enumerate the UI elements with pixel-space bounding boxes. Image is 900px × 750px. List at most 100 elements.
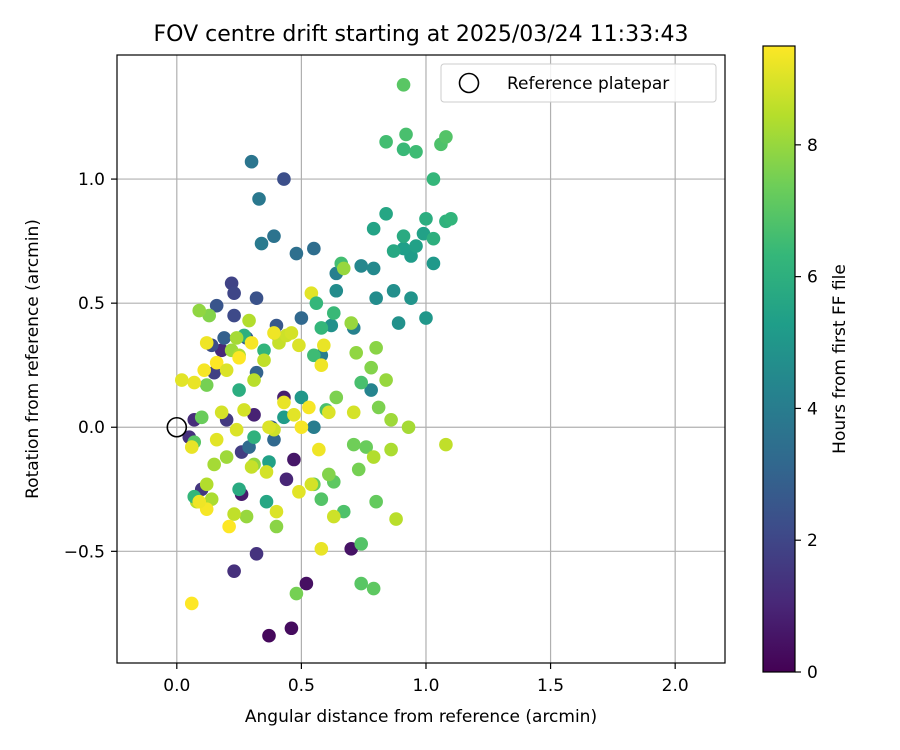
data-point — [267, 229, 281, 243]
data-point — [389, 512, 403, 526]
colorbar-tick-label: 4 — [807, 399, 818, 419]
data-point — [232, 482, 246, 497]
data-point — [187, 375, 202, 390]
data-point — [326, 509, 341, 524]
data-point — [444, 211, 458, 226]
x-tick-label: 0.0 — [163, 676, 190, 696]
colorbar-tick-label: 2 — [807, 531, 818, 551]
data-point — [369, 291, 383, 306]
data-point — [314, 492, 329, 507]
data-point — [294, 420, 309, 435]
data-point — [277, 395, 291, 410]
data-point — [184, 440, 199, 454]
data-point — [371, 400, 386, 415]
data-point — [349, 345, 364, 360]
data-point — [419, 311, 433, 325]
data-point — [386, 244, 401, 258]
data-point — [354, 259, 368, 273]
data-point — [259, 494, 274, 509]
colorbar-gradient — [763, 46, 795, 672]
data-point — [227, 507, 241, 521]
data-point — [317, 338, 331, 353]
data-point — [404, 291, 418, 306]
data-point — [289, 586, 304, 601]
data-point — [209, 432, 224, 447]
data-point — [199, 477, 214, 492]
data-point — [322, 467, 336, 482]
data-point — [257, 353, 271, 368]
data-point — [426, 172, 441, 186]
colorbar-ticks: 0 2 4 6 8 — [795, 136, 818, 683]
data-point — [269, 504, 284, 519]
data-point — [409, 144, 423, 159]
data-point — [384, 413, 398, 427]
data-point — [267, 432, 281, 447]
data-point — [329, 283, 344, 298]
chart-title: FOV centre drift starting at 2025/03/24 … — [154, 22, 689, 47]
data-point — [207, 457, 221, 472]
data-point — [396, 229, 411, 243]
data-point — [249, 547, 264, 561]
legend: Reference platepar — [440, 63, 717, 103]
data-point — [369, 341, 383, 355]
y-axis-label: Rotation from reference (arcmin) — [23, 219, 43, 499]
data-point — [294, 311, 309, 325]
data-point — [292, 338, 306, 353]
data-point — [242, 313, 256, 328]
y-tick-label: −0.5 — [64, 542, 105, 562]
data-point — [194, 410, 209, 425]
data-point — [217, 331, 231, 345]
data-point — [409, 239, 423, 253]
data-point — [314, 542, 329, 556]
data-point — [336, 261, 351, 276]
data-point — [192, 494, 207, 509]
data-point — [346, 437, 361, 452]
data-point — [379, 207, 393, 221]
data-point — [244, 154, 259, 169]
data-point — [239, 509, 254, 524]
legend-label: Reference platepar — [507, 74, 669, 94]
data-point — [262, 628, 276, 643]
data-point — [396, 77, 411, 92]
data-point — [254, 236, 269, 251]
x-tick-label: 0.5 — [288, 676, 315, 696]
data-point — [307, 420, 321, 435]
y-axis-ticks: −0.5 0.0 0.5 1.0 — [64, 170, 117, 562]
data-point — [227, 308, 241, 323]
data-point — [344, 316, 359, 330]
data-point — [386, 283, 401, 298]
data-point — [262, 420, 276, 435]
data-point — [249, 291, 264, 306]
data-point — [369, 494, 383, 509]
data-point — [399, 127, 413, 142]
data-point — [426, 231, 441, 246]
x-axis-ticks: 0.0 0.5 1.0 1.5 2.0 — [163, 663, 689, 696]
data-point — [309, 296, 324, 310]
data-point — [192, 303, 207, 318]
data-point — [379, 373, 393, 387]
data-point — [244, 460, 259, 474]
data-point — [209, 298, 224, 313]
data-point — [252, 192, 266, 206]
data-point — [292, 484, 306, 499]
data-point — [244, 336, 259, 350]
data-point — [312, 442, 326, 457]
data-point — [247, 373, 261, 387]
data-point — [391, 316, 406, 330]
data-point — [227, 564, 241, 578]
legend-box — [440, 63, 717, 103]
data-point — [302, 400, 316, 415]
data-point — [294, 390, 309, 405]
colorbar: 0 2 4 6 8 Hours from first FF file — [762, 45, 850, 683]
data-point — [199, 378, 214, 392]
x-axis-label: Angular distance from reference (arcmin) — [245, 707, 597, 727]
data-point — [279, 472, 294, 487]
data-point — [314, 321, 329, 335]
reference-platepar-marker — [166, 416, 188, 438]
data-point — [232, 350, 246, 365]
data-point — [267, 326, 281, 340]
data-point — [174, 373, 189, 387]
data-point — [439, 130, 453, 144]
data-point — [284, 326, 299, 340]
